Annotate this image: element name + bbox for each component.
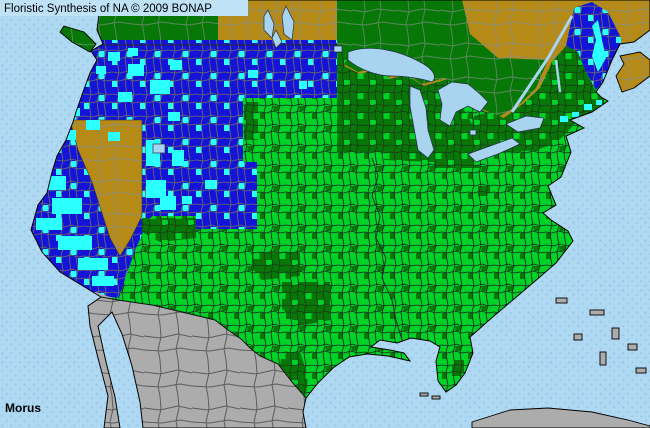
vancouver-island xyxy=(59,25,97,53)
lake-winnipegosis xyxy=(263,9,275,39)
lake-champlain xyxy=(554,59,562,93)
region-ontario xyxy=(337,0,548,116)
cuba xyxy=(471,407,650,428)
new-england-cyan-coast xyxy=(560,100,602,122)
islands xyxy=(59,25,650,428)
region-west-blue xyxy=(31,40,337,298)
region-maine-blue xyxy=(566,2,622,90)
mississippi-river xyxy=(371,157,405,351)
lake-winnipeg xyxy=(281,5,295,41)
region-northeast-dark xyxy=(468,46,608,154)
nova-scotia xyxy=(615,51,650,93)
lake-ontario xyxy=(505,115,545,133)
great-salt-lake xyxy=(152,143,166,154)
lake-manitoba xyxy=(271,29,283,49)
lake-michigan xyxy=(409,85,435,159)
lake-erie xyxy=(467,137,521,163)
lake-st-clair xyxy=(469,129,477,136)
cyan-county-patches xyxy=(36,48,307,286)
great-lakes xyxy=(152,5,574,163)
map-title: Floristic Synthesis of NA © 2009 BONAP xyxy=(4,3,212,15)
region-upper-midwest-dark xyxy=(337,50,482,168)
lake-superior xyxy=(347,48,435,83)
st-lawrence-river xyxy=(510,15,574,113)
lake-huron xyxy=(437,81,489,127)
border-lines xyxy=(95,0,405,400)
florida-keys xyxy=(419,392,441,400)
region-nevada-tan xyxy=(69,119,143,257)
taxon-label: Morus xyxy=(5,401,41,415)
lake-of-the-woods xyxy=(333,45,343,53)
dark-green-county-clusters xyxy=(142,102,522,396)
bahamas xyxy=(555,297,647,374)
maine-cyan-streak xyxy=(592,20,606,72)
title-bar xyxy=(0,0,248,16)
